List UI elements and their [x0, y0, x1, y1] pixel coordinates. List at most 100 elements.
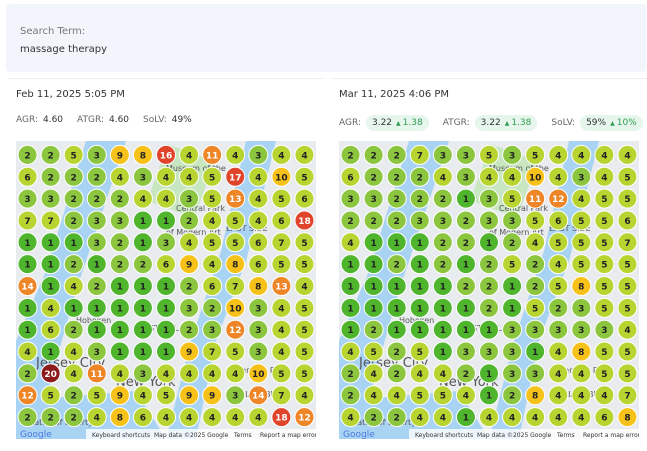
rank-value: 3	[47, 195, 53, 205]
rank-value: 4	[463, 392, 469, 402]
rank-value: 1	[370, 261, 376, 271]
rank-value: 4	[347, 239, 353, 249]
rank-pin	[40, 407, 61, 428]
rank-pin	[248, 188, 269, 209]
rank-pin	[363, 166, 384, 187]
rank-value: 2	[463, 370, 469, 380]
rank-value: 1	[463, 326, 469, 336]
rank-pin	[202, 407, 223, 428]
rank-pin	[271, 297, 292, 318]
rank-pin	[479, 232, 499, 253]
rank-pin	[248, 319, 269, 340]
rank-value: 1	[163, 283, 169, 293]
rank-value: 1	[47, 239, 53, 249]
rank-pin	[594, 254, 615, 275]
rank-pin	[594, 297, 615, 318]
rank-pin	[109, 232, 130, 253]
rank-pin	[86, 166, 107, 187]
rank-value: 3	[209, 326, 215, 336]
map-label: Museum of the	[489, 164, 549, 173]
rank-pin	[225, 319, 246, 340]
rank-value: 5	[232, 217, 238, 227]
rank-pin	[340, 210, 361, 231]
rank-pin	[479, 276, 499, 296]
rank-value: 5	[601, 195, 607, 205]
rank-pin	[432, 276, 453, 296]
rank-value: 4	[232, 414, 238, 424]
rank-pin	[363, 276, 384, 296]
rank-value: 4	[532, 239, 538, 249]
metric: ATGR: 4.60	[77, 115, 129, 125]
rank-value: 1	[24, 326, 30, 336]
rank-value: 6	[24, 173, 30, 183]
map-label: Central Park	[176, 204, 225, 213]
rank-pin	[86, 407, 107, 428]
rank-value: 6	[624, 217, 630, 227]
rank-value: 6	[278, 217, 284, 227]
search-card: Search Term: massage therapy	[6, 4, 646, 72]
rank-value: 4	[624, 151, 630, 161]
rank-value: 1	[24, 304, 30, 314]
rank-pin	[363, 254, 384, 275]
rank-value: 5	[301, 261, 307, 271]
rank-pin	[271, 385, 292, 406]
rank-pin	[294, 188, 315, 209]
rank-value: 2	[186, 326, 192, 336]
rank-value: 3	[486, 348, 492, 358]
rank-pin	[594, 319, 615, 340]
rank-value: 1	[532, 348, 538, 358]
rank-value: 2	[94, 283, 100, 293]
rank-pin	[386, 188, 407, 209]
rank-pin	[479, 363, 499, 384]
rank-pin	[409, 407, 430, 428]
rank-value: 7	[278, 392, 284, 402]
metric-value: 4.60	[42, 115, 64, 125]
rank-value: 9	[117, 392, 123, 402]
rank-pin	[179, 166, 200, 187]
rank-pin	[202, 166, 223, 187]
rank-value: 4	[370, 370, 376, 380]
rank-pin	[17, 407, 38, 428]
rank-pin	[179, 210, 200, 231]
rank-pin	[132, 144, 153, 165]
map-footer-link: Report a map error	[260, 432, 316, 439]
rank-value: 1	[163, 348, 169, 358]
map-footer-link: Report a map error	[583, 432, 639, 439]
rank-value: 3	[463, 151, 469, 161]
rank-value: 2	[94, 173, 100, 183]
rank-value: 2	[486, 304, 492, 314]
rank-pin	[202, 341, 223, 362]
rank-value: 4	[163, 173, 169, 183]
rank-value: 7	[209, 348, 215, 358]
rank-value: 1	[94, 261, 100, 271]
rank-pin	[363, 363, 384, 384]
rank-pin	[432, 210, 453, 231]
google-logo: Google	[343, 430, 375, 439]
rank-value: 5	[601, 261, 607, 271]
google-logo: Google	[20, 430, 52, 439]
rank-value: 1	[94, 304, 100, 314]
rank-pin	[225, 363, 246, 384]
rank-value: 1	[347, 283, 353, 293]
rank-value: 1	[440, 348, 446, 358]
rank-value: 1	[463, 414, 469, 424]
rank-value: 4	[370, 392, 376, 402]
rank-value: 6	[347, 173, 353, 183]
rank-value: 1	[509, 304, 515, 314]
rank-pin	[225, 210, 246, 231]
rank-pin	[294, 297, 315, 318]
rank-value: 4	[278, 348, 284, 358]
rank-pin	[455, 385, 476, 406]
rank-value: 2	[24, 370, 30, 380]
rank-value: 5	[578, 239, 584, 249]
rank-value: 1	[417, 261, 423, 271]
rank-value: 4	[209, 217, 215, 227]
rank-pin	[132, 407, 153, 428]
rank-pin	[63, 341, 84, 362]
rank-value: 3	[370, 195, 376, 205]
rank-pin	[594, 341, 615, 362]
rank-pin	[86, 254, 107, 275]
rank-value: 4	[278, 304, 284, 314]
rank-pin	[571, 297, 592, 318]
